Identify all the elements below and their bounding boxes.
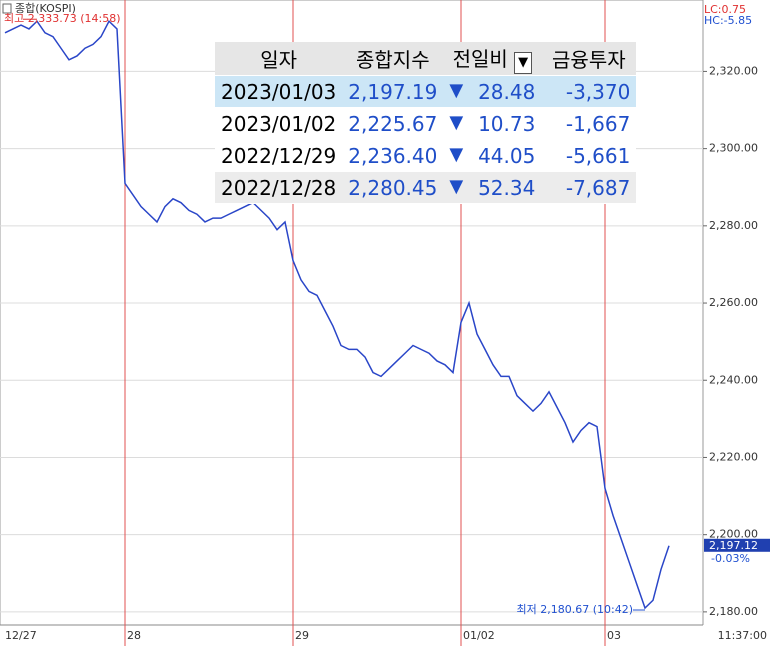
table-cell: 2023/01/03 [215, 75, 343, 108]
header-cell: 금융투자 [541, 42, 637, 76]
high-annotation: 최고 2,333.73 (14:58) [4, 12, 121, 25]
table-cell: -5,661 [541, 139, 637, 172]
legend-box [2, 3, 12, 14]
legend-label: 종합(KOSPI) [15, 2, 76, 15]
table-cell: ▼ 28.48 [443, 75, 542, 108]
change-value: 52.34 [478, 175, 536, 200]
table-cell: 2022/12/28 [215, 171, 343, 204]
header-cell: 전일비 ▼ [443, 42, 542, 76]
header-cell: 종합지수 [342, 42, 444, 76]
y-tick-label: 2,280.00 [709, 219, 758, 232]
time-label: 11:37:00 [718, 629, 767, 642]
last-price-tag [704, 538, 770, 552]
x-tick-label: 03 [607, 629, 621, 642]
y-tick-label: 2,200.00 [709, 528, 758, 541]
table-cell: -3,370 [541, 75, 637, 108]
table-row[interactable]: 2023/01/02 2,225.67 ▼ 10.73 -1,667 [215, 107, 637, 140]
dropdown-button[interactable]: ▼ [514, 52, 533, 74]
down-icon: ▼ [449, 143, 464, 165]
down-icon: ▼ [449, 79, 464, 101]
y-tick-label: 2,300.00 [709, 142, 758, 155]
last-price-label: 2,197.12 [709, 539, 758, 552]
last-change-label: -0.03% [711, 552, 750, 565]
x-tick-label: 29 [295, 629, 309, 642]
table-cell: ▼ 52.34 [443, 171, 542, 204]
table-cell: -7,687 [541, 171, 637, 204]
table-cell: 2,280.45 [342, 171, 444, 204]
table-row[interactable]: 2022/12/29 2,236.40 ▼ 44.05 -5,661 [215, 139, 637, 172]
table-cell: ▼ 10.73 [443, 107, 542, 140]
x-tick-label: 12/27 [5, 629, 37, 642]
table-row[interactable]: 2022/12/28 2,280.45 ▼ 52.34 -7,687 [215, 171, 637, 204]
x-axis-strip [0, 625, 771, 646]
y-tick-label: 2,320.00 [709, 64, 758, 77]
table-row[interactable]: 2023/01/03 2,197.19 ▼ 28.48 -3,370 [215, 75, 637, 108]
table-cell: 2,236.40 [342, 139, 444, 172]
down-icon: ▼ [449, 111, 464, 133]
header-text: 전일비 [452, 47, 508, 71]
quote-table: 일자 종합지수 전일비 ▼ 금융투자 2023/01/03 2,197.19 ▼ 28… [215, 42, 637, 204]
y-tick-label: 2,260.00 [709, 296, 758, 309]
table-cell: ▼ 44.05 [443, 139, 542, 172]
change-value: 44.05 [478, 143, 536, 168]
x-tick-label: 01/02 [463, 629, 495, 642]
hc-label: HC:-5.85 [704, 14, 752, 27]
lc-label: LC:0.75 [704, 3, 746, 16]
low-annotation: 최저 2,180.67 (10:42) [516, 603, 633, 616]
table-cell: 2023/01/02 [215, 107, 343, 140]
change-value: 28.48 [478, 79, 536, 104]
y-tick-label: 2,220.00 [709, 450, 758, 463]
change-value: 10.73 [478, 111, 536, 136]
table-cell: 2022/12/29 [215, 139, 343, 172]
table-cell: 2,197.19 [342, 75, 444, 108]
table-header: 일자 종합지수 전일비 ▼ 금융투자 [215, 42, 637, 76]
y-tick-label: 2,240.00 [709, 373, 758, 386]
header-cell: 일자 [215, 42, 343, 76]
y-tick-label: 2,180.00 [709, 605, 758, 618]
price-line [4, 19, 670, 610]
table-cell: 2,225.67 [342, 107, 444, 140]
down-icon: ▼ [449, 175, 464, 197]
table-cell: -1,667 [541, 107, 637, 140]
x-tick-label: 28 [127, 629, 141, 642]
